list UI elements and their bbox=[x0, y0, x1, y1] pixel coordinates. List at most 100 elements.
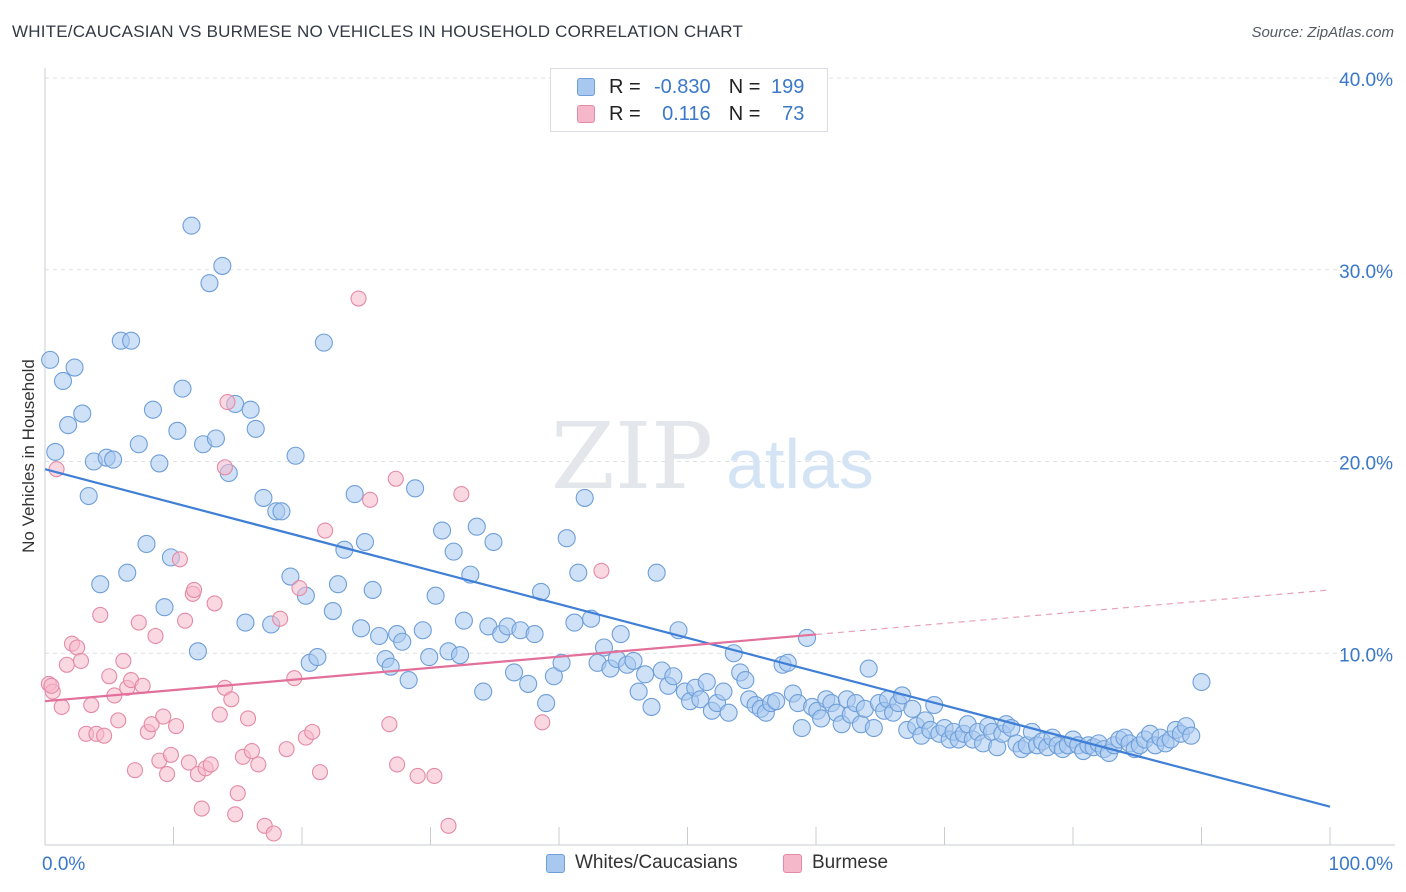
whites-point bbox=[797, 628, 817, 647]
whites-point bbox=[420, 648, 439, 667]
whites-point bbox=[647, 563, 666, 582]
y-tick-label: 40.0% bbox=[1339, 70, 1393, 91]
whites-point bbox=[241, 400, 260, 419]
whites-point bbox=[697, 672, 716, 692]
burmese-point bbox=[206, 595, 223, 612]
whites-point bbox=[474, 682, 493, 701]
whites-point bbox=[355, 532, 375, 552]
legend-row-whites: R = -0.830 N = 199 bbox=[577, 74, 804, 100]
whites-point bbox=[433, 521, 452, 540]
legend-n-label: N = bbox=[728, 102, 761, 125]
burmese-point bbox=[177, 612, 194, 629]
x-tick-label: 0.0% bbox=[42, 854, 85, 875]
burmese-point bbox=[211, 706, 228, 723]
legend-r-label: R = bbox=[609, 102, 641, 125]
whites-point bbox=[525, 625, 544, 644]
whites-point bbox=[859, 659, 878, 678]
whites-point bbox=[642, 697, 661, 716]
burmese-point bbox=[96, 727, 113, 744]
burmese-point bbox=[202, 756, 219, 773]
grid-lines bbox=[45, 77, 1395, 654]
whites-point bbox=[73, 404, 92, 423]
whites-point bbox=[519, 674, 538, 693]
whites-point bbox=[352, 619, 371, 638]
burmese-point bbox=[453, 486, 470, 503]
bottom-legend-label-whites: Whites/Caucasians bbox=[575, 852, 738, 873]
burmese-point bbox=[223, 691, 240, 708]
whites-point bbox=[53, 371, 73, 391]
whites-point bbox=[213, 256, 232, 275]
legend-n-value: 73 bbox=[782, 102, 805, 125]
whites-point bbox=[426, 586, 445, 605]
whites-point bbox=[155, 598, 174, 617]
whites-point bbox=[314, 333, 333, 352]
whites-point bbox=[537, 694, 556, 713]
whites-point bbox=[308, 648, 327, 667]
whites-point bbox=[200, 274, 219, 293]
y-tick-label: 20.0% bbox=[1339, 454, 1393, 475]
burmese-point bbox=[193, 800, 210, 817]
whites-point bbox=[399, 671, 418, 690]
whites-point bbox=[91, 575, 110, 594]
bottom-legend-burmese: Burmese bbox=[783, 852, 888, 874]
whites-point bbox=[104, 450, 123, 469]
whites-point bbox=[182, 216, 201, 235]
burmese-point bbox=[162, 746, 179, 763]
trend-lines bbox=[44, 468, 1331, 808]
burmese-point bbox=[159, 766, 176, 783]
whites-point bbox=[552, 653, 571, 672]
whites-point bbox=[691, 690, 710, 709]
y-tick-label: 30.0% bbox=[1339, 262, 1393, 283]
burmese-point bbox=[180, 754, 197, 771]
burmese-point bbox=[426, 767, 443, 785]
burmese-point bbox=[155, 708, 172, 725]
burmese-point bbox=[350, 290, 367, 307]
whites-point bbox=[46, 442, 65, 461]
bottom-legend-label-burmese: Burmese bbox=[812, 852, 889, 873]
burmese-point bbox=[243, 742, 260, 760]
whites-point bbox=[1192, 672, 1211, 692]
whites-point bbox=[714, 682, 733, 701]
burmese-point bbox=[381, 716, 398, 733]
burmese-point bbox=[362, 491, 379, 508]
x-tick-label: 100.0% bbox=[1329, 854, 1394, 875]
whites-point bbox=[444, 542, 463, 561]
burmese-point bbox=[291, 580, 308, 597]
burmese-point bbox=[186, 581, 203, 599]
whites-point bbox=[59, 416, 78, 435]
series-whites-points bbox=[41, 216, 1211, 763]
legend-r-label: R = bbox=[609, 75, 641, 98]
burmese-point bbox=[387, 470, 404, 487]
whites-point bbox=[65, 358, 84, 377]
burmese-point bbox=[58, 656, 75, 673]
burmese-point bbox=[110, 712, 127, 729]
y-tick-label: 10.0% bbox=[1339, 645, 1393, 666]
burmese-point bbox=[311, 764, 329, 781]
burmese-point bbox=[272, 610, 289, 627]
whites-point bbox=[406, 479, 425, 498]
whites-point bbox=[393, 632, 412, 651]
whites-point bbox=[150, 454, 169, 473]
whites-point bbox=[281, 567, 300, 586]
whites-point bbox=[484, 532, 503, 552]
whites-point bbox=[118, 563, 137, 582]
burmese-point bbox=[250, 756, 267, 773]
burmese-point bbox=[171, 551, 188, 568]
whites-point bbox=[504, 663, 524, 682]
whites-point bbox=[168, 421, 187, 440]
whites-trend-line bbox=[44, 468, 1331, 808]
legend-n-label: N = bbox=[728, 75, 761, 98]
whites-point bbox=[137, 534, 156, 554]
whites-point bbox=[286, 446, 305, 465]
burmese-point bbox=[265, 825, 282, 842]
burmese-point bbox=[227, 806, 244, 823]
axes bbox=[44, 68, 1395, 846]
whites-point bbox=[79, 486, 98, 506]
burmese-point bbox=[126, 762, 143, 779]
burmese-point bbox=[72, 652, 90, 669]
whites-point bbox=[41, 350, 60, 369]
whites-point bbox=[544, 667, 563, 686]
whites-point bbox=[736, 671, 755, 690]
whites-point bbox=[254, 488, 273, 507]
whites-point bbox=[451, 646, 470, 665]
